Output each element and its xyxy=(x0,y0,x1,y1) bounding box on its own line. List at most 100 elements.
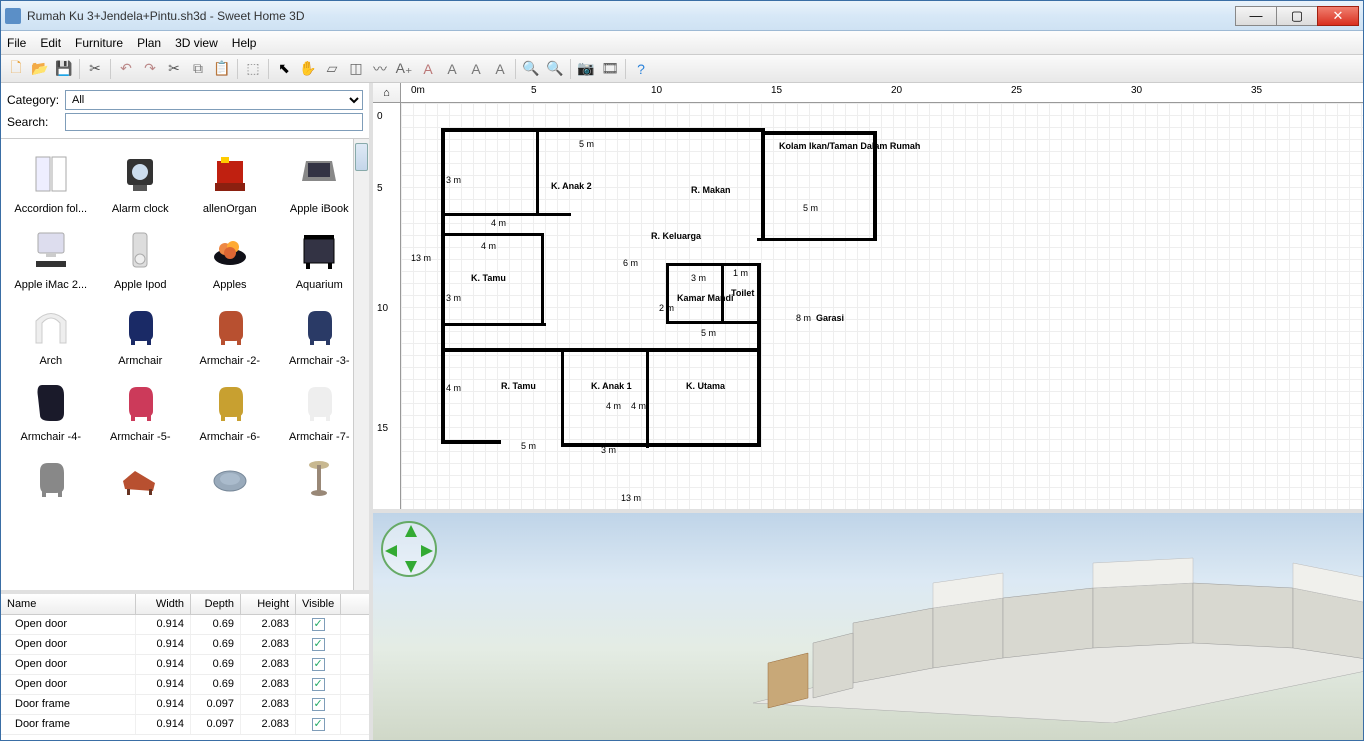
wall[interactable] xyxy=(441,440,501,444)
col-height[interactable]: Height xyxy=(241,594,296,614)
cell-visible[interactable] xyxy=(296,615,341,634)
cut-icon[interactable]: ✂ xyxy=(84,58,106,80)
catalog-item[interactable]: Alarm clock xyxy=(97,145,185,219)
wall[interactable] xyxy=(536,128,539,216)
catalog-item[interactable] xyxy=(186,449,274,511)
dimension-label[interactable]: 4 m xyxy=(631,401,646,411)
catalog-item[interactable]: Arch xyxy=(7,297,95,371)
wall[interactable] xyxy=(761,131,876,135)
col-depth[interactable]: Depth xyxy=(191,594,241,614)
paste-icon[interactable]: 📋 xyxy=(211,58,233,80)
wall[interactable] xyxy=(561,348,564,443)
dimension-label[interactable]: 4 m xyxy=(606,401,621,411)
dimension-label[interactable]: 3 m xyxy=(691,273,706,283)
table-row[interactable]: Open door 0.914 0.69 2.083 xyxy=(1,655,369,675)
search-input[interactable] xyxy=(65,113,363,131)
text-bold-icon[interactable]: A xyxy=(441,58,463,80)
minimize-button[interactable]: — xyxy=(1235,6,1277,26)
wall[interactable] xyxy=(561,443,691,447)
wall[interactable] xyxy=(666,321,761,324)
dimension-label[interactable]: 4 m xyxy=(446,383,461,393)
video-icon[interactable]: 🎞 xyxy=(599,58,621,80)
room-label[interactable]: R. Keluarga xyxy=(651,231,701,241)
dimension-label[interactable]: 8 m xyxy=(796,313,811,323)
room-label[interactable]: K. Anak 2 xyxy=(551,181,592,191)
photo-icon[interactable]: 📷 xyxy=(575,58,597,80)
create-room-icon[interactable]: ◫ xyxy=(345,58,367,80)
room-label[interactable]: R. Makan xyxy=(691,185,731,195)
catalog-item[interactable]: Apples xyxy=(186,221,274,295)
cell-visible[interactable] xyxy=(296,655,341,674)
catalog-item[interactable]: Armchair -6- xyxy=(186,373,274,447)
catalog-scrollbar[interactable] xyxy=(353,139,369,590)
room-label[interactable]: K. Anak 1 xyxy=(591,381,632,391)
catalog-item[interactable]: Armchair -7- xyxy=(276,373,364,447)
table-row[interactable]: Open door 0.914 0.69 2.083 xyxy=(1,635,369,655)
menu-file[interactable]: File xyxy=(7,36,26,50)
table-row[interactable]: Door frame 0.914 0.097 2.083 xyxy=(1,695,369,715)
catalog-item[interactable]: Apple Ipod xyxy=(97,221,185,295)
wall[interactable] xyxy=(686,443,761,447)
room-label[interactable]: Toilet xyxy=(731,288,754,298)
help-icon[interactable]: ? xyxy=(630,58,652,80)
wall[interactable] xyxy=(441,128,761,132)
maximize-button[interactable]: ▢ xyxy=(1276,6,1318,26)
catalog-item[interactable]: Armchair -5- xyxy=(97,373,185,447)
plan-origin-button[interactable]: ⌂ xyxy=(373,83,401,103)
dimension-label[interactable]: 4 m xyxy=(481,241,496,251)
dimension-label[interactable]: 5 m xyxy=(803,203,818,213)
catalog-item[interactable]: Aquarium xyxy=(276,221,364,295)
room-label[interactable]: Garasi xyxy=(816,313,844,323)
redo-icon[interactable]: ↷ xyxy=(139,58,161,80)
scrollbar-thumb[interactable] xyxy=(355,143,368,171)
wall[interactable] xyxy=(441,323,546,326)
room-label[interactable]: K. Utama xyxy=(686,381,725,391)
wall[interactable] xyxy=(441,348,761,352)
room-label[interactable]: Kolam Ikan/Taman Dalam Rumah xyxy=(779,141,920,151)
dimension-label[interactable]: 3 m xyxy=(601,445,616,455)
catalog-item[interactable]: Armchair -3- xyxy=(276,297,364,371)
catalog-item[interactable]: Armchair xyxy=(97,297,185,371)
view-3d-pane[interactable] xyxy=(373,513,1363,740)
create-polyline-icon[interactable]: 〰 xyxy=(369,58,391,80)
add-furniture-icon[interactable]: ⬚ xyxy=(242,58,264,80)
catalog-item[interactable] xyxy=(276,449,364,511)
room-label[interactable]: R. Tamu xyxy=(501,381,536,391)
dimension-label[interactable]: 5 m xyxy=(521,441,536,451)
dimension-label[interactable]: 13 m xyxy=(411,253,431,263)
catalog-item[interactable]: Apple iMac 2... xyxy=(7,221,95,295)
menu-edit[interactable]: Edit xyxy=(40,36,61,50)
room-label[interactable]: Kamar Mandi xyxy=(677,293,734,303)
wall[interactable] xyxy=(757,263,761,443)
dimension-label[interactable]: 3 m xyxy=(446,293,461,303)
copy-icon[interactable]: ⧉ xyxy=(187,58,209,80)
wall[interactable] xyxy=(441,233,541,236)
checkbox-icon[interactable] xyxy=(312,678,325,691)
checkbox-icon[interactable] xyxy=(312,638,325,651)
menu-3d-view[interactable]: 3D view xyxy=(175,36,218,50)
wall[interactable] xyxy=(541,233,544,323)
pan-icon[interactable]: ✋ xyxy=(297,58,319,80)
nav-up-icon[interactable] xyxy=(405,525,417,537)
wall[interactable] xyxy=(666,263,761,266)
create-dimension-icon[interactable]: A₊ xyxy=(393,58,415,80)
wall[interactable] xyxy=(441,128,445,443)
dimension-label[interactable]: 4 m xyxy=(491,218,506,228)
col-visible[interactable]: Visible xyxy=(296,594,341,614)
wall[interactable] xyxy=(761,128,765,238)
zoom-out-icon[interactable]: 🔍 xyxy=(544,58,566,80)
wall[interactable] xyxy=(666,263,669,323)
dimension-label[interactable]: 3 m xyxy=(446,175,461,185)
create-walls-icon[interactable]: ▱ xyxy=(321,58,343,80)
undo-icon[interactable]: ↶ xyxy=(115,58,137,80)
select-icon[interactable]: ⬉ xyxy=(273,58,295,80)
create-text-icon[interactable]: A xyxy=(417,58,439,80)
nav-left-icon[interactable] xyxy=(385,545,397,557)
dimension-label[interactable]: 1 m xyxy=(733,268,748,278)
dimension-label[interactable]: 6 m xyxy=(623,258,638,268)
nav-compass[interactable] xyxy=(381,521,437,577)
catalog-item[interactable]: Accordion fol... xyxy=(7,145,95,219)
cut2-icon[interactable]: ✂ xyxy=(163,58,185,80)
checkbox-icon[interactable] xyxy=(312,698,325,711)
catalog-item[interactable]: allenOrgan xyxy=(186,145,274,219)
